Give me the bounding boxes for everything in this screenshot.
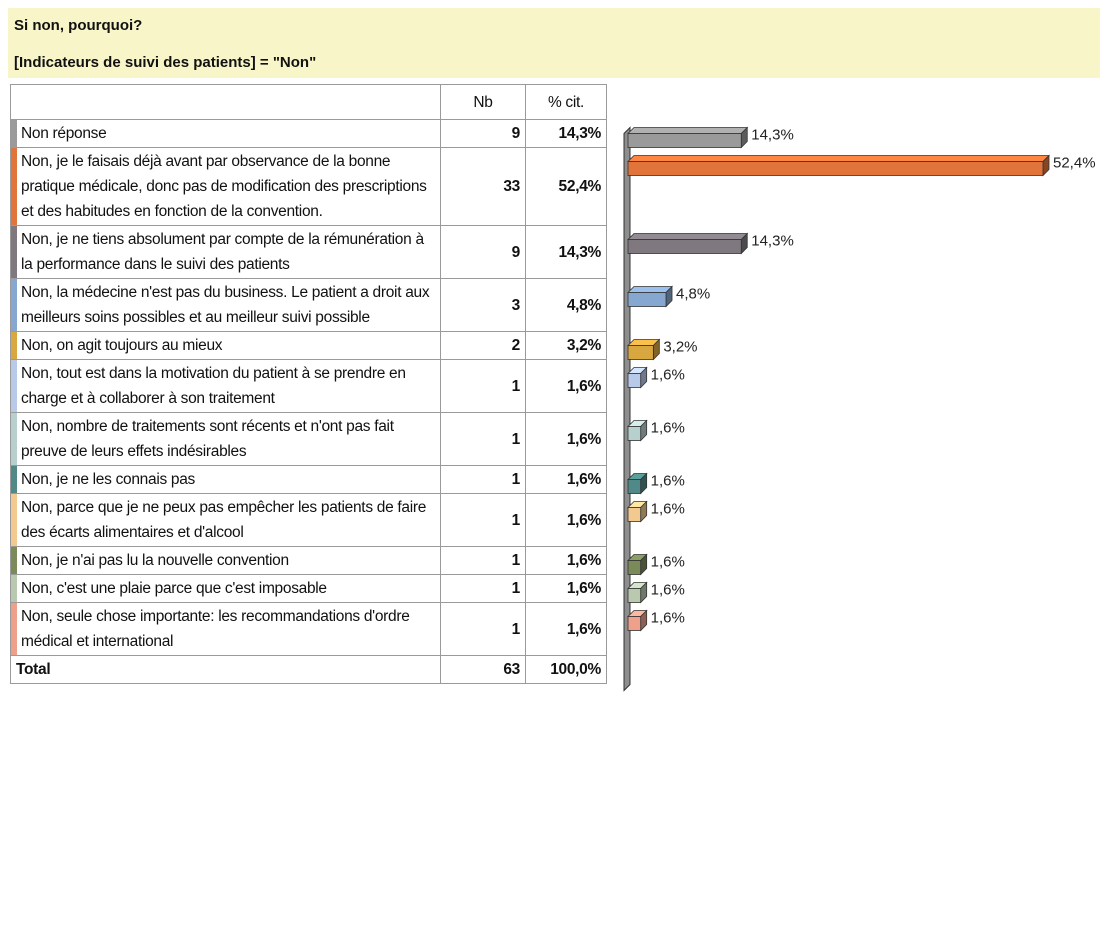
- bar-top: [627, 233, 749, 240]
- row-label: Non, parce que je ne peux pas empêcher l…: [17, 493, 441, 547]
- bar-value-label: 1,6%: [651, 472, 685, 489]
- bar: [627, 479, 642, 494]
- table-row: Non, je n'ai pas lu la nouvelle conventi…: [10, 546, 607, 575]
- bar-value-label: 1,6%: [651, 500, 685, 517]
- row-label: Non, seule chose importante: les recomma…: [17, 602, 441, 656]
- subtitle: [Indicateurs de suivi des patients] = "N…: [14, 54, 317, 71]
- bar: [627, 345, 654, 360]
- row-label: Non, je ne les connais pas: [17, 465, 441, 494]
- bar: [627, 239, 742, 254]
- row-label: Non, on agit toujours au mieux: [17, 331, 441, 360]
- total-percent: 100,0%: [525, 655, 607, 684]
- table: Nb% cit. Non réponse 9 14,3% Non, je le fais…: [10, 84, 607, 684]
- bar-top: [627, 286, 673, 293]
- row-label: Non, c'est une plaie parce que c'est imp…: [17, 574, 441, 603]
- total-row: Total 63 100,0%: [10, 655, 607, 684]
- table-row: Non, je le faisais déjà avant par observ…: [10, 147, 607, 226]
- percent-cell: 14,3%: [525, 225, 607, 279]
- bar: [627, 133, 742, 148]
- table-row: Non, on agit toujours au mieux 2 3,2%: [10, 331, 607, 360]
- bar-value-label: 1,6%: [651, 366, 685, 383]
- percent-cell: 14,3%: [525, 119, 607, 148]
- total-label: Total: [10, 655, 441, 684]
- count-cell: 1: [440, 359, 526, 413]
- percent-cell: 1,6%: [525, 359, 607, 413]
- percent-cell: 1,6%: [525, 412, 607, 466]
- axis-wall: [623, 126, 631, 692]
- header-cell: [10, 84, 441, 120]
- count-cell: 3: [440, 278, 526, 332]
- table-row: Non, c'est une plaie parce que c'est imp…: [10, 574, 607, 603]
- bar: [627, 426, 642, 441]
- bar-value-label: 52,4%: [1053, 154, 1096, 171]
- percent-cell: 52,4%: [525, 147, 607, 226]
- bar-value-label: 1,6%: [651, 581, 685, 598]
- bar-top: [627, 127, 749, 134]
- bar: [627, 507, 642, 522]
- bar: [627, 373, 642, 388]
- percent-cell: 1,6%: [525, 546, 607, 575]
- bar: [627, 560, 642, 575]
- row-label: Non réponse: [17, 119, 441, 148]
- row-label: Non, je n'ai pas lu la nouvelle conventi…: [17, 546, 441, 575]
- title: Si non, pourquoi?: [14, 17, 143, 34]
- bar-value-label: 1,6%: [651, 609, 685, 626]
- bar-value-label: 1,6%: [651, 419, 685, 436]
- table-row: Non, seule chose importante: les recomma…: [10, 602, 607, 656]
- table-row: Non, la médecine n'est pas du business. …: [10, 278, 607, 332]
- bar-value-label: 14,3%: [751, 232, 794, 249]
- bar-value-label: 4,8%: [676, 285, 710, 302]
- row-label: Non, je le faisais déjà avant par observ…: [17, 147, 441, 226]
- table-row: Non, nombre de traitements sont récents …: [10, 412, 607, 466]
- table-row: Non, parce que je ne peux pas empêcher l…: [10, 493, 607, 547]
- percent-cell: 1,6%: [525, 493, 607, 547]
- count-cell: 1: [440, 412, 526, 466]
- table-row: Non, je ne les connais pas 1 1,6%: [10, 465, 607, 494]
- table-row: Non, je ne tiens absolument par compte d…: [10, 225, 607, 279]
- row-label: Non, la médecine n'est pas du business. …: [17, 278, 441, 332]
- header-row: Nb% cit.: [10, 84, 607, 120]
- row-label: Non, nombre de traitements sont récents …: [17, 412, 441, 466]
- table-row: Non réponse 9 14,3%: [10, 119, 607, 148]
- bar: [627, 588, 642, 603]
- percent-cell: 1,6%: [525, 602, 607, 656]
- count-cell: 33: [440, 147, 526, 226]
- bar-value-label: 3,2%: [663, 338, 697, 355]
- bar: [627, 292, 667, 307]
- row-label: Non, je ne tiens absolument par compte d…: [17, 225, 441, 279]
- bar-top: [627, 155, 1050, 162]
- bar-value-label: 1,6%: [651, 553, 685, 570]
- header: Si non, pourquoi? [Indicateurs de suivi …: [8, 8, 1100, 78]
- bar-value-label: 14,3%: [751, 126, 794, 143]
- bar: [627, 616, 642, 631]
- count-cell: 9: [440, 225, 526, 279]
- bar: [627, 161, 1044, 176]
- percent-cell: 3,2%: [525, 331, 607, 360]
